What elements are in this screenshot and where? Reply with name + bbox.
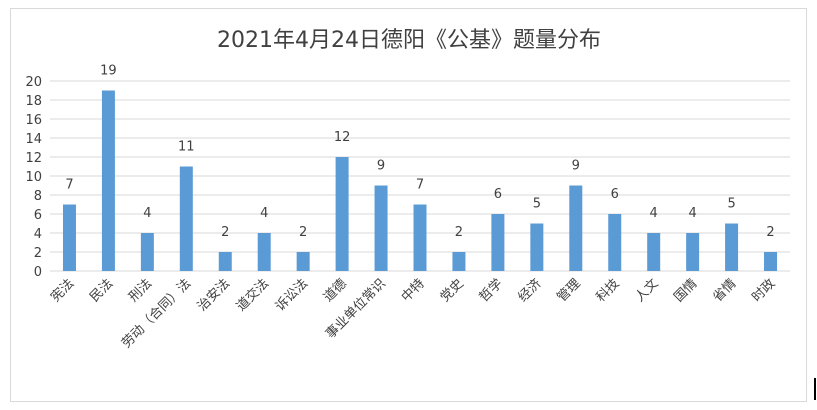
data-label: 4 [143,206,151,221]
bar-18 [725,223,739,271]
y-tick-label: 14 [25,132,42,147]
data-label: 2 [221,225,229,240]
data-label: 7 [65,178,73,193]
x-tick-label: 哲学 [476,276,506,306]
x-tick-label: 中特 [399,276,428,305]
y-axis: 0 2 4 6 8 10 12 14 16 18 20 [25,75,42,280]
x-tick-label: 党史 [438,276,467,305]
data-label: 11 [178,140,195,155]
bar-3 [140,233,154,271]
y-tick-label: 4 [34,227,42,242]
chart-frame [10,8,807,402]
data-label: 6 [611,187,619,202]
y-tick-label: 2 [34,246,42,261]
bar-6 [257,233,271,271]
x-tick-label: 管理 [555,276,584,305]
x-tick-label: 时政 [749,276,778,305]
y-tick-label: 16 [25,113,42,128]
bar-17 [686,233,700,271]
data-labels: 7 19 4 11 2 4 2 12 9 7 2 6 5 9 6 4 4 5 2 [65,64,774,241]
data-label: 6 [494,187,502,202]
bar-13 [530,223,544,271]
data-label: 12 [334,130,351,145]
data-label: 4 [688,206,696,221]
bar-15 [608,214,622,271]
bar-5 [218,252,232,271]
bar-11 [452,252,466,271]
x-tick-label: 刑法 [126,276,155,305]
x-tick-label: 治安法 [195,276,233,314]
data-label: 4 [260,206,268,221]
x-tick-label: 经济 [516,276,545,305]
bars [62,90,778,271]
bar-19 [764,252,778,271]
bar-2 [101,90,115,271]
data-label: 9 [572,159,580,174]
x-tick-label: 劳动（合同）法 [118,276,194,352]
data-label: 19 [100,64,117,79]
data-label: 2 [766,225,774,240]
bar-8 [335,157,349,271]
bar-7 [296,252,310,271]
y-tick-label: 0 [34,265,42,280]
data-label: 9 [377,159,385,174]
x-tick-label: 科技 [594,276,623,305]
bar-9 [374,185,388,271]
y-tick-label: 6 [34,208,42,223]
data-label: 5 [533,197,541,212]
y-tick-label: 10 [25,170,42,185]
y-tick-label: 18 [25,94,42,109]
x-tick-label: 省情 [710,276,739,305]
bar-1 [62,204,76,271]
x-tick-label: 人文 [633,276,662,305]
x-tick-label: 道德 [321,276,350,305]
data-label: 7 [416,178,424,193]
bar-16 [647,233,661,271]
y-tick-label: 8 [34,189,42,204]
bar-12 [491,214,505,271]
text-cursor [814,378,816,400]
chart-title: 2021年4月24日德阳《公基》题量分布 [217,28,601,53]
data-label: 4 [650,206,658,221]
x-tick-label: 国情 [671,276,700,305]
data-label: 5 [727,197,735,212]
bar-14 [569,185,583,271]
y-tick-label: 20 [25,75,42,90]
x-tick-label: 道交法 [233,276,272,315]
x-tick-label: 宪法 [48,276,78,306]
data-label: 2 [455,225,463,240]
y-tick-label: 12 [25,151,42,166]
x-tick-label: 民法 [87,276,116,305]
bar-4 [179,166,193,271]
x-tick-label: 诉讼法 [273,276,311,314]
bar-10 [413,204,427,271]
data-label: 2 [299,225,307,240]
